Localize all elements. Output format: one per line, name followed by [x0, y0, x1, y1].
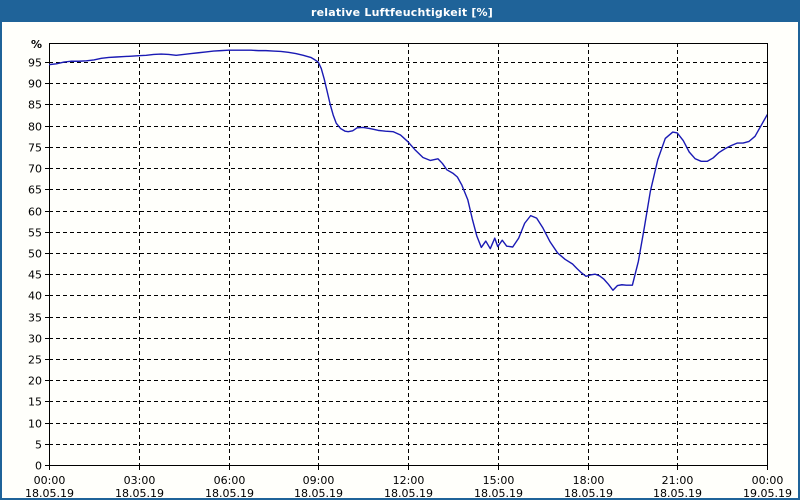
y-axis-label: 50	[28, 248, 42, 261]
humidity-line-chart: 0 5 10 15 20 25 30 35 40 45 50 55 60 65 70 75 80 85 90 95% 0…	[25, 38, 792, 498]
y-axis-label: 10	[28, 418, 42, 431]
x-axis-time-label: 15:00	[483, 474, 515, 487]
y-axis-label: 35	[28, 312, 42, 325]
y-axis-label: 30	[28, 333, 42, 346]
x-axis-date-label: 18.05.19	[384, 487, 433, 498]
x-axis-date-label: 18.05.19	[564, 487, 613, 498]
x-axis-time-label: 00:00	[752, 474, 784, 487]
y-axis-label: 45	[28, 269, 42, 282]
x-axis-time-label: 21:00	[662, 474, 694, 487]
y-axis-label: 25	[28, 354, 42, 367]
y-axis-label: 75	[28, 142, 42, 155]
x-axis-date-label: 18.05.19	[474, 487, 523, 498]
window-title-bar: relative Luftfeuchtigkeit [%]	[2, 2, 798, 22]
y-axis-label: 5	[35, 439, 42, 452]
x-axis-time-label: 09:00	[303, 474, 335, 487]
y-axis-label: 40	[28, 290, 42, 303]
y-axis-label: 80	[28, 121, 42, 134]
y-axis-label: 90	[28, 78, 42, 91]
x-axis-time-label: 03:00	[124, 474, 156, 487]
chart-title: relative Luftfeuchtigkeit [%]	[311, 5, 493, 19]
y-axis-label: 65	[28, 184, 42, 197]
humidity-series-line	[49, 49, 767, 291]
y-axis-label: 95	[28, 57, 42, 70]
y-axis-label: 20	[28, 375, 42, 388]
x-axis-time-label: 06:00	[214, 474, 246, 487]
x-axis-time-label: 18:00	[573, 474, 605, 487]
x-axis-date-label: 18.05.19	[653, 487, 702, 498]
x-axis-time-label: 00:00	[34, 474, 66, 487]
y-axis-label: 85	[28, 99, 42, 112]
chart-plot-area-container: 0 5 10 15 20 25 30 35 40 45 50 55 60 65 70 75 80 85 90 95% 0…	[2, 22, 798, 498]
y-axis-label: 55	[28, 227, 42, 240]
x-axis-date-label: 18.05.19	[115, 487, 164, 498]
y-axis-unit-label: %	[31, 38, 42, 51]
x-axis-date-label: 19.05.19	[743, 487, 792, 498]
y-axis-label: 70	[28, 163, 42, 176]
y-axis-label: 60	[28, 206, 42, 219]
x-axis-date-label: 18.05.19	[205, 487, 254, 498]
y-axis-label: 0	[35, 460, 42, 473]
x-axis-date-label: 18.05.19	[25, 487, 74, 498]
y-axis-label: 15	[28, 396, 42, 409]
x-axis-date-label: 18.05.19	[294, 487, 343, 498]
x-axis-time-label: 12:00	[393, 474, 425, 487]
